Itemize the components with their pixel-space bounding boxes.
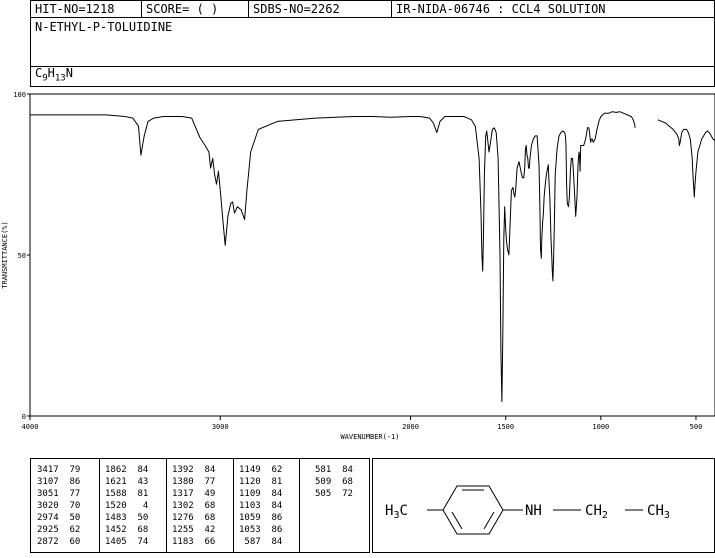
plot-frame: [29, 93, 715, 417]
peak-entry: 3020 70: [37, 501, 81, 511]
peak-entry: 2925 62: [37, 525, 81, 535]
peak-entry: 1183 66: [172, 537, 216, 547]
peak-entry: 1452 68: [105, 525, 149, 535]
divider: [31, 66, 714, 67]
peak-entry: 1621 43: [105, 477, 149, 487]
peak-entry: 587 84: [239, 537, 283, 547]
x-tick-label: 1000: [592, 423, 609, 431]
molecular-structure: H3C NH CH2 CH3: [372, 458, 715, 553]
ch2-label: CH2: [585, 503, 608, 521]
peak-entry: 1588 81: [105, 489, 149, 499]
methyl-group-label: H3C: [385, 503, 408, 521]
peak-column-3: 1392 84 1380 77 1317 49 1302 68 1276 68 1255 …: [166, 459, 234, 552]
peak-entry: 1109 84: [239, 489, 283, 499]
peak-entry: 1276 68: [172, 513, 216, 523]
peak-entry: 581 84: [315, 465, 353, 475]
x-tick-label: 2000: [402, 423, 419, 431]
peak-entry: 1392 84: [172, 465, 216, 475]
peak-entry: 2974 50: [37, 513, 81, 523]
molecular-formula: C9H13N: [35, 65, 73, 83]
x-tick-label: 4000: [22, 423, 39, 431]
peak-entry: 1380 77: [172, 477, 216, 487]
ring-double-bond: [483, 511, 495, 530]
nh-label: NH: [525, 503, 542, 519]
compound-name: N-ETHYL-P-TOLUIDINE: [35, 20, 173, 34]
peak-entry: 1149 62: [239, 465, 283, 475]
peak-entry: 505 72: [315, 489, 353, 499]
compound-info-box: N-ETHYL-P-TOLUIDINE C9H13N: [30, 17, 715, 87]
peak-entry: 1302 68: [172, 501, 216, 511]
peak-entry: 1103 84: [239, 501, 283, 511]
hit-number: HIT-NO=1218: [30, 0, 142, 18]
peak-entry: 1483 50: [105, 513, 149, 523]
peak-entry: 1053 86: [239, 525, 283, 535]
x-axis-label: WAVENUMBER(-1): [340, 433, 399, 441]
score: SCORE= ( ): [141, 0, 249, 18]
peak-entry: 1520 4: [105, 501, 149, 511]
peak-entry: 1405 74: [105, 537, 149, 547]
ir-nida-solution: IR-NIDA-06746 : CCL4 SOLUTION: [391, 0, 715, 18]
peak-column-4: 1149 62 1120 81 1109 84 1103 84 1059 86 1053 …: [233, 459, 301, 552]
peak-entry: 3051 77: [37, 489, 81, 499]
peak-entry: 1862 84: [105, 465, 149, 475]
peak-entry: 1255 42: [172, 525, 216, 535]
y-tick-label: 50: [18, 252, 26, 260]
peak-entry: 1120 81: [239, 477, 283, 487]
peak-entry: 1317 49: [172, 489, 216, 499]
peak-entry: 509 68: [315, 477, 353, 487]
peak-column-1: 3417 79 3107 86 3051 77 3020 70 2974 50 2925 …: [31, 459, 100, 552]
y-tick-label: 0: [22, 413, 26, 421]
peak-entry: 3417 79: [37, 465, 81, 475]
ir-spectrum-chart: 4000 3000 2000 1500 1000 500 0 50 100 WAVENUMBE…: [1, 91, 715, 441]
spectrum-line: [657, 119, 715, 198]
peak-table: 3417 79 3107 86 3051 77 3020 70 2974 50 2925 …: [30, 458, 300, 553]
x-tick-label: 500: [690, 423, 703, 431]
x-tick-label: 1500: [497, 423, 514, 431]
ch3-label: CH3: [647, 503, 670, 521]
peak-entry: 3107 86: [37, 477, 81, 487]
structure-drawing: H3C NH CH2 CH3: [385, 485, 670, 535]
sdbs-number: SDBS-NO=2262: [248, 0, 392, 18]
y-axis-label: TRANSMITTANCE(%): [1, 221, 9, 288]
peak-column-2: 1862 84 1621 43 1588 81 1520 4 1483 50 1452 6…: [99, 459, 167, 552]
peak-entry: 1059 86: [239, 513, 283, 523]
x-tick-label: 3000: [212, 423, 229, 431]
benzene-ring: [442, 485, 504, 535]
peak-entry: 2872 60: [37, 537, 81, 547]
ring-double-bond: [451, 511, 463, 530]
y-tick-label: 100: [13, 91, 26, 99]
spectrum-line: [30, 111, 636, 402]
peak-column-5: 581 84 509 68 505 72: [300, 458, 370, 553]
